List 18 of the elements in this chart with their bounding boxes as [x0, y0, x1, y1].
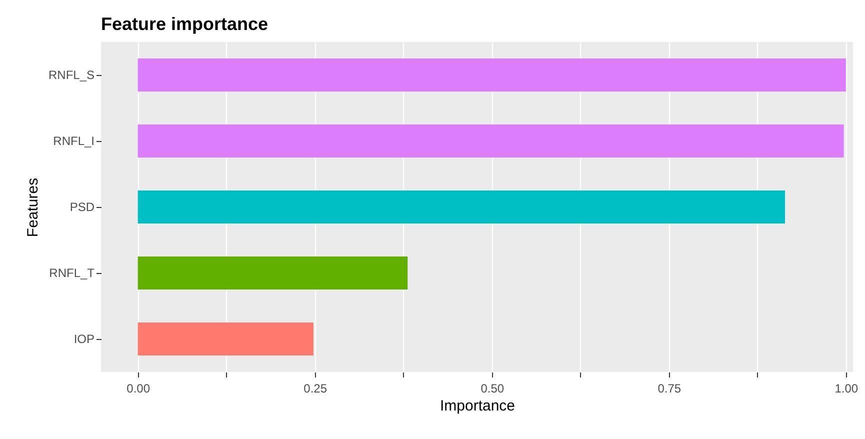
x-tick-label: 0.25	[304, 382, 328, 396]
x-tick-label: 0.50	[480, 382, 504, 396]
y-tick-label: IOP	[74, 332, 94, 346]
bar	[138, 322, 314, 356]
bar	[138, 256, 408, 290]
bar	[138, 124, 844, 158]
x-axis-title: Importance	[440, 398, 516, 414]
y-axis-title: Features	[24, 178, 42, 238]
x-tick-label: 0.00	[126, 382, 150, 396]
y-tick-label: RNFL_I	[53, 134, 94, 148]
y-tick-label: RNFL_S	[48, 68, 94, 82]
bar	[138, 190, 786, 224]
x-tick-label: 1.00	[834, 382, 858, 396]
chart-title: Feature importance	[101, 14, 268, 34]
bar	[138, 58, 846, 92]
x-tick-label: 0.75	[658, 382, 682, 396]
y-tick-label: RNFL_T	[49, 266, 96, 280]
y-tick-label: PSD	[70, 200, 95, 214]
